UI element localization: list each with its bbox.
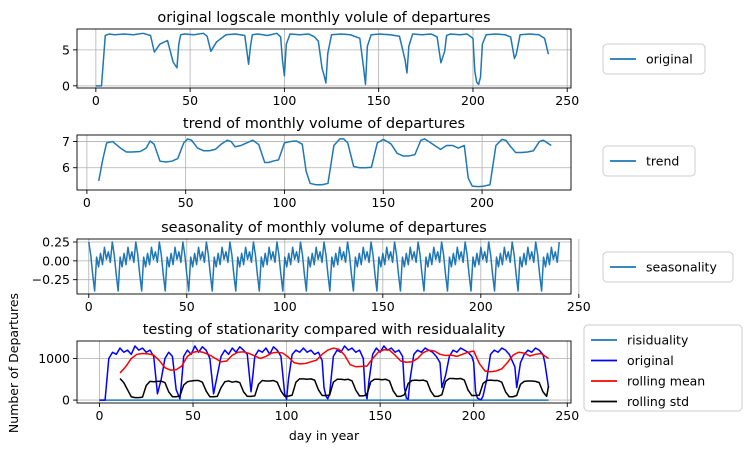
axes-frame — [76, 238, 572, 295]
series-line-trend — [98, 138, 552, 188]
x-tick-label: 150 — [367, 93, 391, 108]
x-tick-label: 200 — [469, 299, 493, 314]
x-tick-label: 150 — [371, 299, 395, 314]
x-tick-label: 200 — [461, 93, 485, 108]
subplot-3: 0 50 100 150 200 250 −0.25 0.00 0.25 seasonality … — [32, 220, 734, 314]
x-tick-label: 0 — [92, 93, 100, 108]
legend: trend — [602, 145, 696, 177]
y-tick-label: 5 — [62, 42, 70, 57]
legend: original — [602, 43, 706, 75]
y-tick-label: 7 — [62, 134, 70, 149]
series-line-original — [99, 345, 550, 401]
x-tick-label: 200 — [470, 195, 494, 210]
legend-label: original — [627, 353, 674, 368]
legend-box — [602, 145, 696, 177]
x-tick-label: 100 — [272, 93, 296, 108]
y-tick-label: 0 — [62, 393, 70, 408]
subplot-title: testing of stationarity compared with re… — [143, 322, 506, 338]
subplot-title: original logscale monthly volule of depa… — [157, 10, 490, 26]
x-tick-label: 0 — [83, 195, 91, 210]
y-axis-label: Number of Departures — [6, 293, 21, 433]
subplot-2: 0 50 100 150 200 6 7 trend of monthly volume of… — [62, 116, 696, 210]
axes-frame — [76, 134, 572, 191]
legend: seasonality — [602, 251, 734, 283]
x-tick-label: 100 — [275, 408, 299, 423]
legend: risiduality original rolling mean rolling s… — [583, 324, 743, 412]
x-tick-label: 250 — [555, 93, 579, 108]
legend-label: original — [646, 52, 693, 67]
axes-frame — [76, 340, 572, 404]
y-tick-label: 0.25 — [42, 235, 70, 250]
x-tick-label: 50 — [185, 408, 201, 423]
series-line-original — [95, 32, 550, 87]
x-tick-label: 250 — [567, 299, 591, 314]
legend-box — [583, 324, 743, 412]
x-axis-label: day in year — [289, 428, 360, 443]
series-line-seasonality — [88, 241, 560, 292]
legend-box — [602, 251, 734, 283]
x-tick-label: 100 — [273, 299, 297, 314]
x-tick-label: 0 — [85, 299, 93, 314]
y-tick-label: −0.25 — [32, 272, 70, 287]
legend-box — [602, 43, 706, 75]
y-tick-label: 1000 — [38, 351, 70, 366]
legend-label: seasonality — [646, 260, 717, 275]
legend-label: trend — [646, 154, 679, 169]
legend-label: rolling std — [627, 394, 689, 409]
axes-frame — [76, 28, 572, 89]
x-tick-label: 150 — [371, 195, 395, 210]
x-tick-label: 150 — [368, 408, 392, 423]
x-tick-label: 50 — [182, 93, 198, 108]
y-tick-label: 0 — [62, 78, 70, 93]
x-tick-label: 250 — [555, 408, 579, 423]
x-tick-label: 100 — [273, 195, 297, 210]
x-tick-label: 0 — [95, 408, 103, 423]
subplot-title: trend of monthly volume of departures — [183, 116, 465, 132]
subplot-title: seasonality of monthly volume of departu… — [161, 220, 487, 236]
x-tick-label: 50 — [178, 195, 194, 210]
legend-label: risiduality — [627, 333, 689, 348]
series-line-rolling-mean — [119, 347, 549, 374]
y-tick-label: 6 — [62, 160, 70, 175]
series-line-rolling-std — [119, 377, 550, 399]
subplot-1: 0 50 100 150 200 250 0 5 original logscale month… — [62, 10, 706, 108]
x-tick-label: 50 — [179, 299, 195, 314]
x-tick-label: 200 — [462, 408, 486, 423]
legend-label: rolling mean — [627, 374, 705, 389]
y-tick-label: 0.00 — [42, 253, 70, 268]
